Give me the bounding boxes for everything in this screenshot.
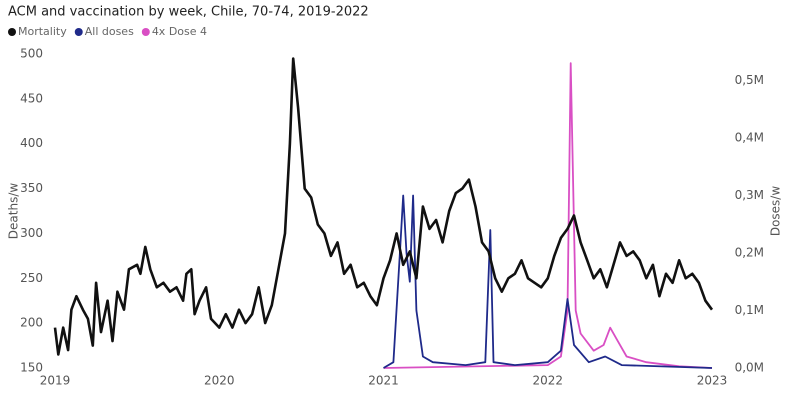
x-tick-label: 2023 <box>697 374 728 388</box>
legend-marker <box>8 28 16 36</box>
x-tick-label: 2022 <box>532 374 563 388</box>
y2-tick-label: 0,3M <box>735 188 764 202</box>
y2-axis-title: Doses/w <box>769 186 783 237</box>
x-tick-label: 2019 <box>40 374 71 388</box>
y-tick-label: 350 <box>20 181 43 195</box>
legend-label: Mortality <box>18 25 67 38</box>
x-tick-label: 2021 <box>368 374 399 388</box>
legend-marker <box>74 28 83 36</box>
chart-title: ACM and vaccination by week, Chile, 70-7… <box>8 5 369 20</box>
legend-label: 4x Dose 4 <box>152 25 207 38</box>
y2-tick-label: 0,4M <box>735 130 764 144</box>
series-line <box>383 62 713 369</box>
y2-tick-label: 0,2M <box>735 245 764 259</box>
series-line <box>383 194 713 369</box>
legend-marker <box>141 28 150 36</box>
y2-tick-label: 0,1M <box>735 303 764 317</box>
legend-label: All doses <box>85 25 134 38</box>
y2-tick-label: 0,0M <box>735 361 764 375</box>
y-tick-label: 400 <box>20 136 43 150</box>
series-line <box>53 57 714 356</box>
x-tick-label: 2020 <box>204 374 235 388</box>
y2-tick-label: 0,5M <box>735 73 764 87</box>
y-tick-label: 300 <box>20 226 43 240</box>
y-tick-label: 250 <box>20 271 43 285</box>
y-tick-label: 450 <box>20 91 43 105</box>
y-tick-label: 500 <box>20 47 43 61</box>
y-tick-label: 200 <box>20 316 43 330</box>
y-axis-title: Deaths/w <box>7 183 21 240</box>
y-tick-label: 150 <box>20 361 43 375</box>
